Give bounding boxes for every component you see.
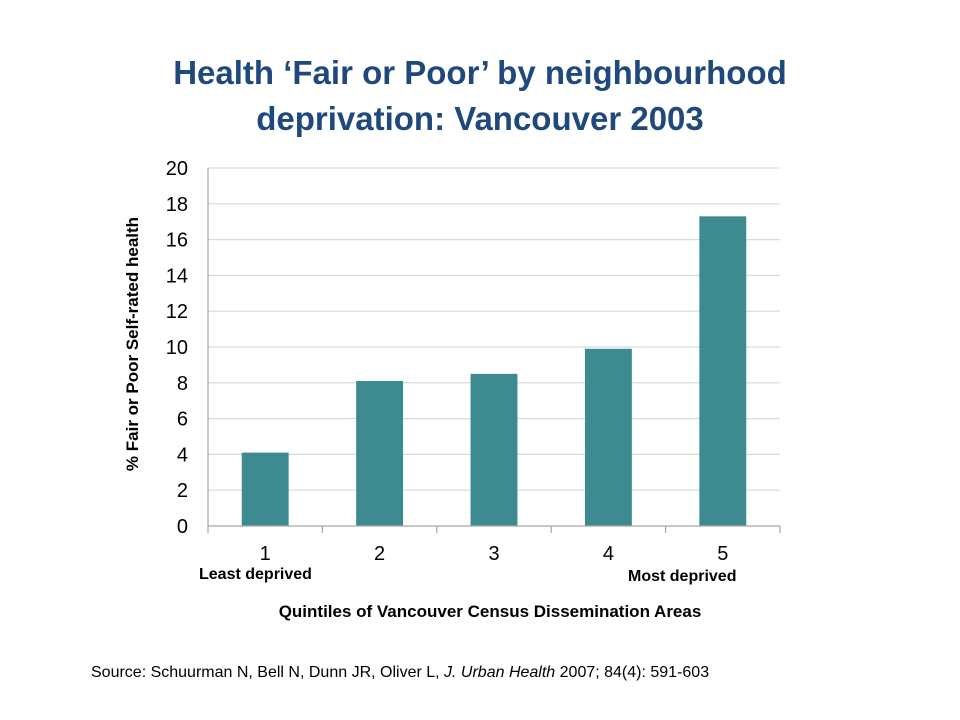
y-axis-label: % Fair or Poor Self-rated health bbox=[123, 216, 142, 472]
bar-4 bbox=[584, 348, 632, 526]
x-tick-label-5: 5 bbox=[717, 543, 728, 565]
chart-title-line-1: Health ‘Fair or Poor’ by neighbourhood bbox=[173, 54, 787, 91]
bar-2 bbox=[356, 381, 404, 526]
y-tick-label-12: 12 bbox=[166, 301, 188, 323]
y-tick-labels: 0 2 4 6 8 10 12 14 16 18 20 bbox=[166, 158, 188, 538]
y-tick-label-20: 20 bbox=[166, 158, 188, 180]
source-suffix: 2007; 84(4): 591-603 bbox=[555, 664, 710, 681]
y-tick-label-4: 4 bbox=[177, 444, 188, 466]
source-journal: J. Urban Health bbox=[444, 664, 556, 681]
bar-3 bbox=[470, 373, 518, 526]
source-citation: Source: Schuurman N, Bell N, Dunn JR, Ol… bbox=[91, 664, 709, 682]
chart-title-line-2: deprivation: Vancouver 2003 bbox=[256, 100, 704, 137]
annotation-least-deprived: Least deprived bbox=[199, 566, 312, 583]
y-tick-label-6: 6 bbox=[177, 409, 188, 431]
y-tick-label-18: 18 bbox=[166, 194, 188, 216]
y-tick-label-0: 0 bbox=[177, 516, 188, 538]
x-tick-label-4: 4 bbox=[603, 543, 614, 565]
bars bbox=[241, 216, 747, 526]
x-tick-label-1: 1 bbox=[260, 543, 271, 565]
x-axis-label: Quintiles of Vancouver Census Disseminat… bbox=[278, 602, 702, 621]
y-tick-label-16: 16 bbox=[166, 230, 188, 252]
annotation-most-deprived: Most deprived bbox=[628, 568, 737, 585]
y-tick-label-2: 2 bbox=[177, 480, 188, 502]
x-tick-label-3: 3 bbox=[488, 543, 499, 565]
bar-1 bbox=[241, 452, 289, 526]
bar-5 bbox=[699, 216, 747, 526]
x-tick-labels: 1 2 3 4 5 bbox=[260, 543, 729, 565]
y-tick-label-14: 14 bbox=[166, 265, 188, 287]
x-tick-label-2: 2 bbox=[374, 543, 385, 565]
chart-title: Health ‘Fair or Poor’ by neighbourhood d… bbox=[0, 50, 960, 142]
axes bbox=[207, 168, 781, 533]
source-prefix: Source: Schuurman N, Bell N, Dunn JR, Ol… bbox=[91, 664, 445, 681]
y-tick-label-10: 10 bbox=[166, 337, 188, 359]
y-tick-label-8: 8 bbox=[177, 373, 188, 395]
